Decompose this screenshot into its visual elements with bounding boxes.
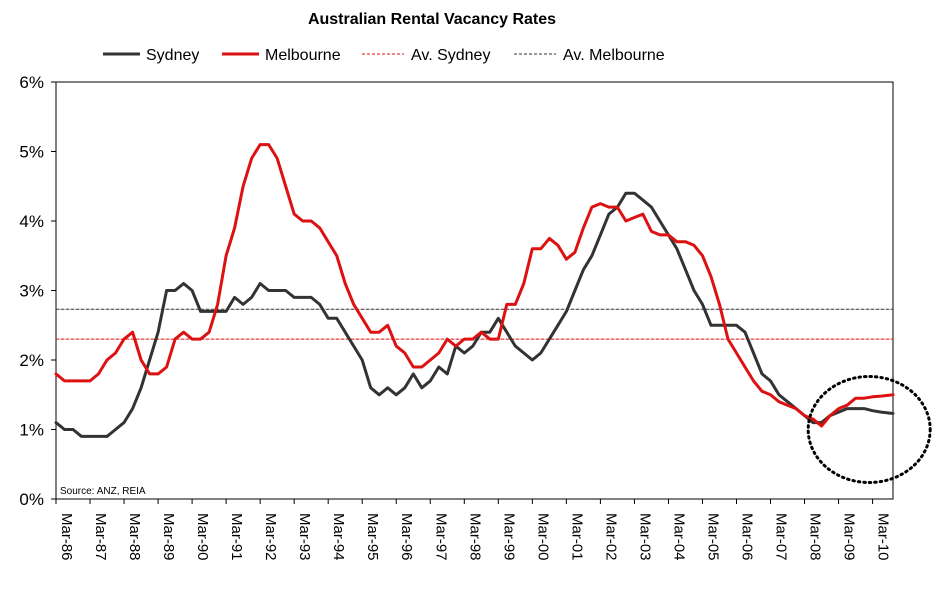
x-tick-label: Mar-97 xyxy=(432,513,449,561)
x-tick-label: Mar-09 xyxy=(841,513,858,561)
y-tick-label: 5% xyxy=(19,143,44,162)
y-axis: 0% 1% 2% 3% 4% 5% 6% xyxy=(19,73,56,509)
x-tick-label: Mar-96 xyxy=(398,513,415,561)
x-tick-label: Mar-95 xyxy=(364,513,381,561)
x-tick-label: Mar-08 xyxy=(807,513,824,561)
legend-label-sydney: Sydney xyxy=(146,47,199,64)
x-tick-label: Mar-98 xyxy=(466,513,483,561)
x-tick-label: Mar-89 xyxy=(160,513,177,561)
x-tick-label: Mar-93 xyxy=(296,513,313,561)
x-tick-label: Mar-06 xyxy=(738,513,755,561)
x-tick-label: Mar-90 xyxy=(194,513,211,561)
y-tick-label: 4% xyxy=(19,212,44,231)
y-tick-label: 2% xyxy=(19,351,44,370)
legend: Sydney Melbourne Av. Sydney Av. Melbourne xyxy=(103,47,665,64)
legend-label-melbourne: Melbourne xyxy=(265,47,341,64)
chart-title: Australian Rental Vacancy Rates xyxy=(308,11,556,28)
x-tick-label: Mar-07 xyxy=(773,513,790,561)
y-tick-label: 6% xyxy=(19,73,44,92)
x-tick-label: Mar-99 xyxy=(500,513,517,561)
x-tick-label: Mar-94 xyxy=(330,513,347,561)
x-axis: Mar-86 Mar-87 Mar-88 Mar-89 Mar-90 Mar-91 Mar-… xyxy=(55,499,892,561)
legend-label-av-sydney: Av. Sydney xyxy=(411,47,490,64)
y-tick-label: 1% xyxy=(19,421,44,440)
x-tick-label: Mar-87 xyxy=(92,513,109,561)
plot-frame xyxy=(55,81,894,500)
x-tick-label: Mar-92 xyxy=(262,513,279,561)
series-line-sydney xyxy=(54,191,895,438)
x-tick-label: Mar-05 xyxy=(704,513,721,561)
x-tick-label: Mar-10 xyxy=(875,513,892,561)
x-tick-label: Mar-88 xyxy=(126,513,143,561)
annotation-layer xyxy=(806,375,932,484)
legend-label-av-melbourne: Av. Melbourne xyxy=(563,47,665,64)
x-tick-label: Mar-00 xyxy=(534,513,551,561)
x-tick-label: Mar-86 xyxy=(58,513,75,561)
x-tick-label: Mar-02 xyxy=(602,513,619,561)
x-tick-label: Mar-04 xyxy=(670,513,687,561)
annotation-ellipse xyxy=(806,375,932,484)
plot-area xyxy=(55,81,894,500)
x-tick-label: Mar-01 xyxy=(568,513,585,561)
series-line-melbourne xyxy=(54,143,895,428)
source-note: Source: ANZ, REIA xyxy=(60,486,146,497)
y-tick-label: 3% xyxy=(19,282,44,301)
series-layer xyxy=(54,143,895,438)
x-tick-label: Mar-91 xyxy=(228,513,245,561)
y-tick-label: 0% xyxy=(19,490,44,509)
x-tick-label: Mar-03 xyxy=(636,513,653,561)
